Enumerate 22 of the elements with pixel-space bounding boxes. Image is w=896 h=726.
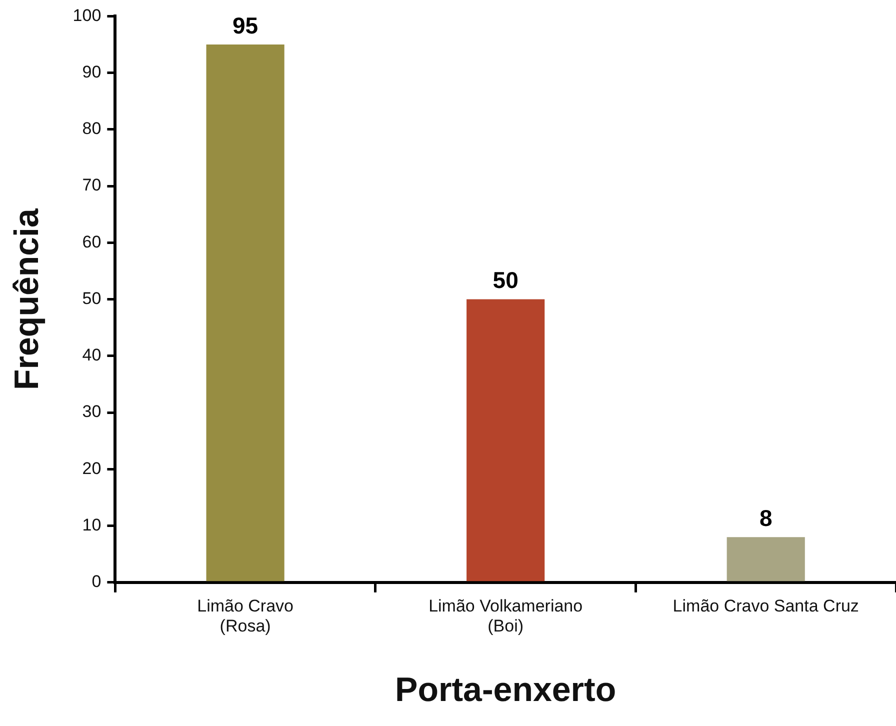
data-label: 95 (232, 12, 258, 38)
bar (466, 299, 545, 582)
x-axis-title: Porta-enxerto (395, 670, 616, 709)
bar (206, 44, 284, 582)
y-tick-label: 70 (82, 176, 102, 195)
y-tick-label: 60 (82, 232, 102, 252)
data-label: 8 (759, 504, 772, 531)
y-tick-label: 80 (82, 119, 102, 138)
y-tick-label: 40 (82, 346, 102, 365)
y-tick-label: 10 (82, 515, 102, 534)
y-tick-label: 90 (82, 62, 102, 82)
y-axis-title: Frequência (8, 208, 46, 390)
data-label: 50 (492, 267, 518, 294)
bar (726, 537, 805, 582)
y-tick-label: 100 (72, 6, 102, 25)
y-tick-label: 30 (82, 402, 102, 422)
x-tick-label: Limão Cravo (Rosa) (197, 596, 294, 636)
x-tick-label: Limão Volkameriano (Boi) (428, 596, 583, 636)
y-tick-label: 50 (82, 288, 102, 308)
x-tick-label: Limão Cravo Santa Cruz (672, 596, 859, 616)
y-tick-label: 0 (92, 572, 102, 592)
y-tick-label: 20 (82, 458, 102, 478)
